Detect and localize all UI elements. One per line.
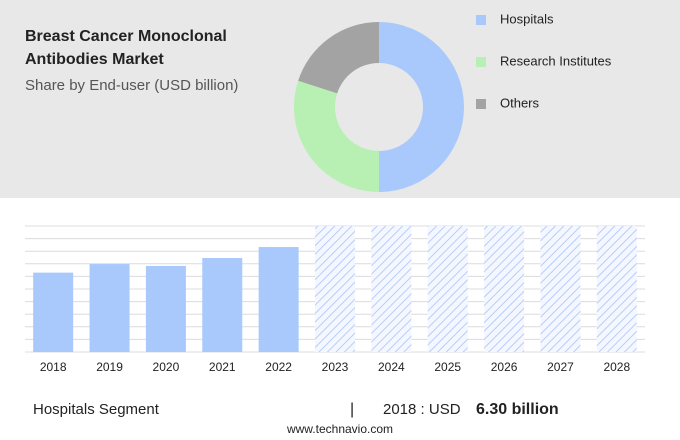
footer-value: 6.30 billion <box>476 401 559 418</box>
chart-title: Breast Cancer Monoclonal <box>25 28 227 45</box>
footer-year: 2018 : USD <box>383 401 461 418</box>
x-tick-label: 2023 <box>322 360 349 374</box>
forecast-placeholder <box>427 226 468 352</box>
x-tick-label: 2020 <box>153 360 180 374</box>
legend-label: Others <box>500 95 540 110</box>
x-tick-label: 2028 <box>603 360 630 374</box>
chart-subtitle: Share by End-user (USD billion) <box>25 77 238 94</box>
x-tick-label: 2026 <box>491 360 518 374</box>
legend-swatch <box>476 15 486 25</box>
forecast-placeholder <box>484 226 525 352</box>
donut-slice <box>294 80 379 192</box>
bar <box>33 272 74 352</box>
chart-title: Antibodies Market <box>25 51 164 68</box>
x-tick-label: 2022 <box>265 360 292 374</box>
forecast-placeholder <box>540 226 581 352</box>
x-tick-label: 2019 <box>96 360 123 374</box>
x-tick-label: 2021 <box>209 360 236 374</box>
legend-swatch <box>476 99 486 109</box>
x-tick-label: 2025 <box>434 360 461 374</box>
footer-segment: Hospitals Segment <box>33 401 160 418</box>
source: www.technavio.com <box>286 422 393 436</box>
x-tick-label: 2027 <box>547 360 574 374</box>
legend-label: Hospitals <box>500 11 554 26</box>
bar <box>89 264 130 352</box>
donut-slice <box>298 22 379 94</box>
separator: | <box>350 401 354 418</box>
forecast-placeholder <box>596 226 637 352</box>
forecast-placeholder <box>371 226 412 352</box>
legend-swatch <box>476 57 486 67</box>
legend-label: Research Institutes <box>500 53 612 68</box>
donut-slice <box>379 22 464 192</box>
x-tick-label: 2024 <box>378 360 405 374</box>
bar <box>145 265 186 352</box>
x-tick-label: 2018 <box>40 360 67 374</box>
forecast-placeholder <box>315 226 355 352</box>
bar <box>258 247 299 352</box>
bar <box>202 258 243 352</box>
